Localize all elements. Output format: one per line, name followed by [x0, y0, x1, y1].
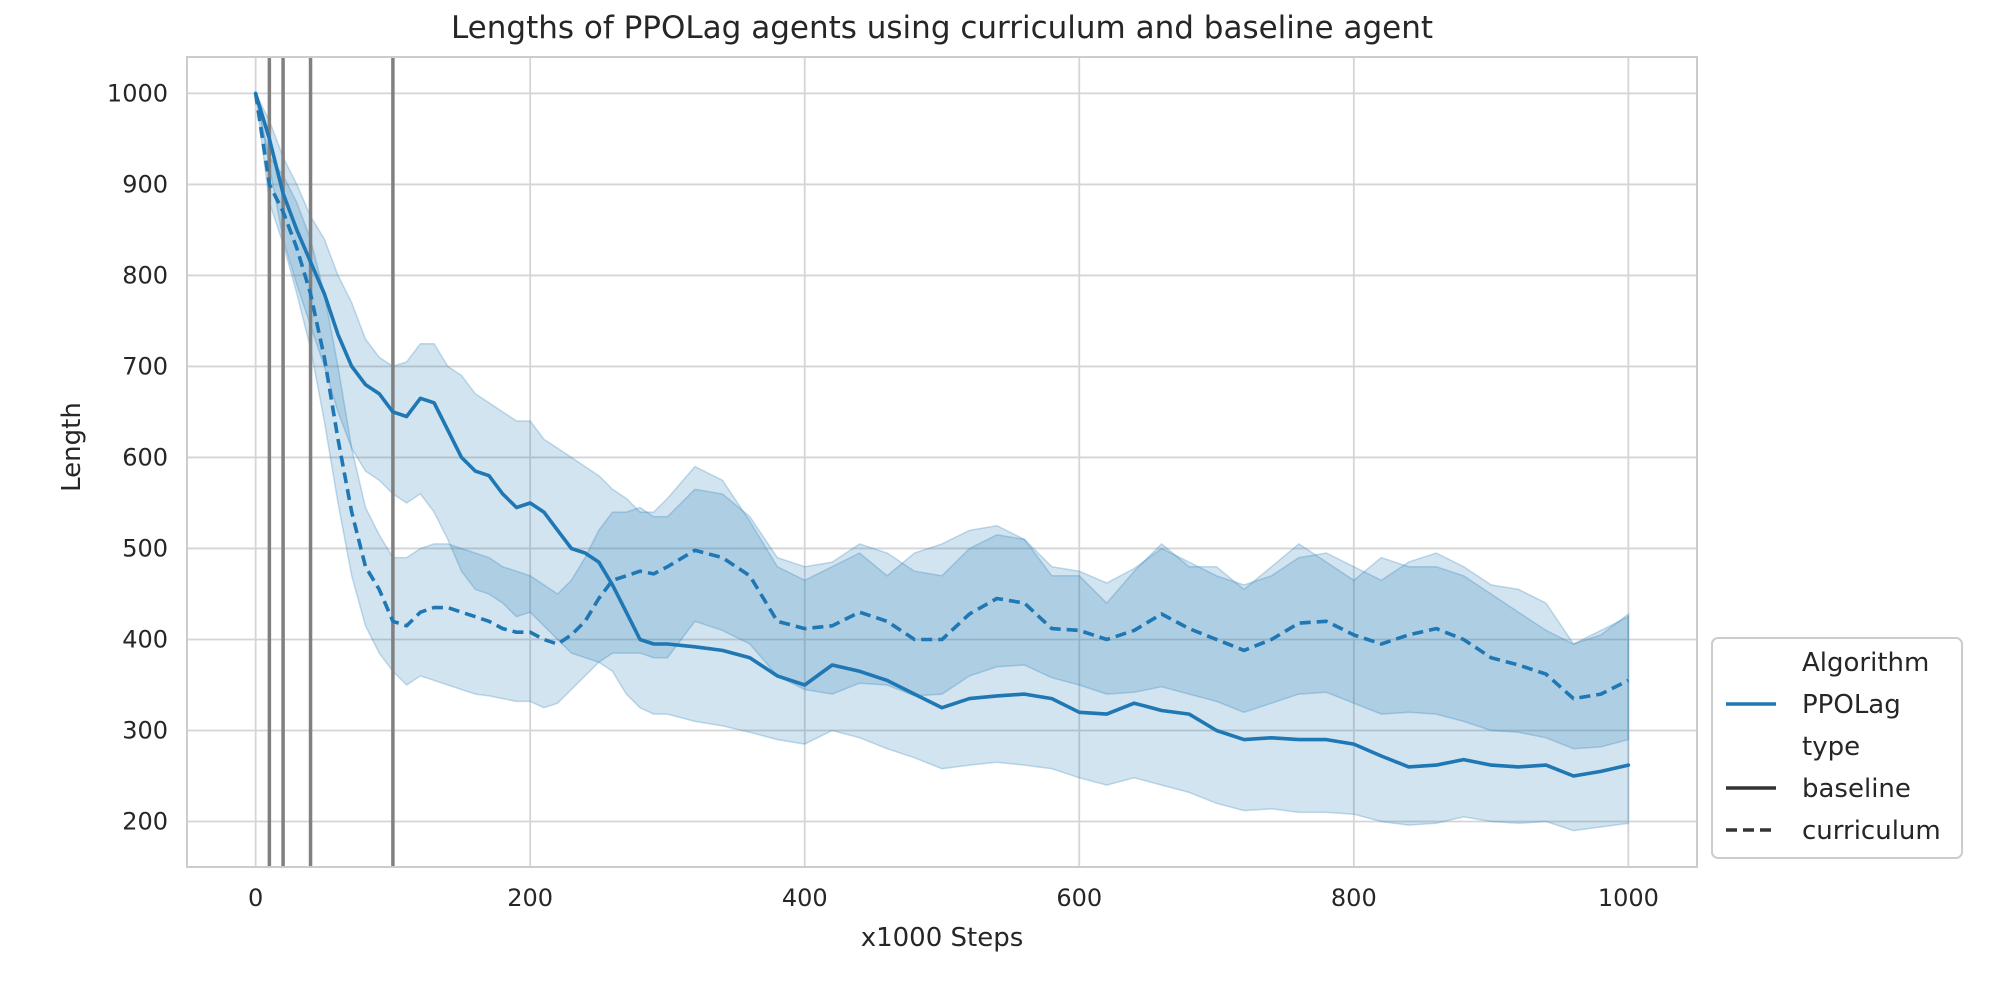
y-axis-title: Length: [57, 402, 87, 492]
legend-header: type: [1802, 732, 1860, 762]
plot-frame: [186, 56, 1698, 868]
y-tick-label: 1000: [107, 79, 168, 107]
y-tick-label: 700: [122, 352, 168, 380]
x-tick-label: 200: [507, 884, 553, 912]
legend-label: PPOLag: [1802, 690, 1901, 720]
x-axis-title: x1000 Steps: [861, 923, 1024, 953]
y-tick-label: 800: [122, 261, 168, 289]
y-tick-label: 200: [122, 807, 168, 835]
legend-label: baseline: [1802, 774, 1911, 804]
x-tick-label: 1000: [1598, 884, 1659, 912]
chart-title: Lengths of PPOLag agents using curriculu…: [451, 10, 1433, 46]
plot-area: 0 200 400 600 800 1000 200 300 400 500 600 700 800 90…: [107, 56, 1698, 912]
y-tick-label: 400: [122, 625, 168, 653]
y-tick-label: 300: [122, 716, 168, 744]
x-tick-label: 400: [782, 884, 828, 912]
x-tick-label: 800: [1331, 884, 1377, 912]
legend-box: [1711, 637, 1963, 859]
y-tick-label: 500: [122, 534, 168, 562]
x-tick-label: 600: [1056, 884, 1102, 912]
legend-header: Algorithm: [1802, 648, 1929, 678]
y-tick-label: 900: [122, 170, 168, 198]
legend-label: curriculum: [1802, 816, 1941, 846]
series-line-baseline: [253, 91, 1631, 778]
confidence-band-baseline: [254, 93, 1630, 832]
y-tick-label: 600: [122, 443, 168, 471]
confidence-band-curriculum: [254, 93, 1630, 750]
legend: Algorithm PPOLag type baseline curriculum: [1711, 637, 1963, 859]
x-tick-label: 0: [248, 884, 263, 912]
